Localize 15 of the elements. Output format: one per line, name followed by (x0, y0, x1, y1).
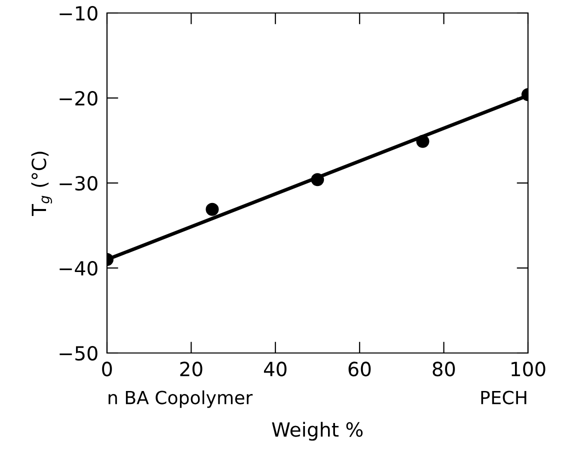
x-tick-label: 60 (348, 362, 371, 376)
text: n BA Copolymer (108, 390, 253, 408)
x-tick-label: 100 (512, 362, 546, 376)
text: PECH (481, 390, 526, 404)
x-tick-label: 80 (432, 362, 455, 376)
y-tick-label: −30 (60, 176, 98, 191)
y-tick-label: −50 (60, 346, 98, 361)
y-tick-label: −40 (60, 260, 98, 276)
y-tick-label: −10 (60, 6, 98, 21)
x-axis-title: Weight % (272, 422, 363, 441)
x-tick-label: 20 (180, 362, 202, 376)
x-tick-label: 40 (264, 362, 286, 376)
x-tick-label: 0 (102, 362, 112, 376)
y-axis-title: T$_{g}$ (°C) (31, 152, 52, 216)
y-tick-label: −20 (60, 90, 98, 106)
